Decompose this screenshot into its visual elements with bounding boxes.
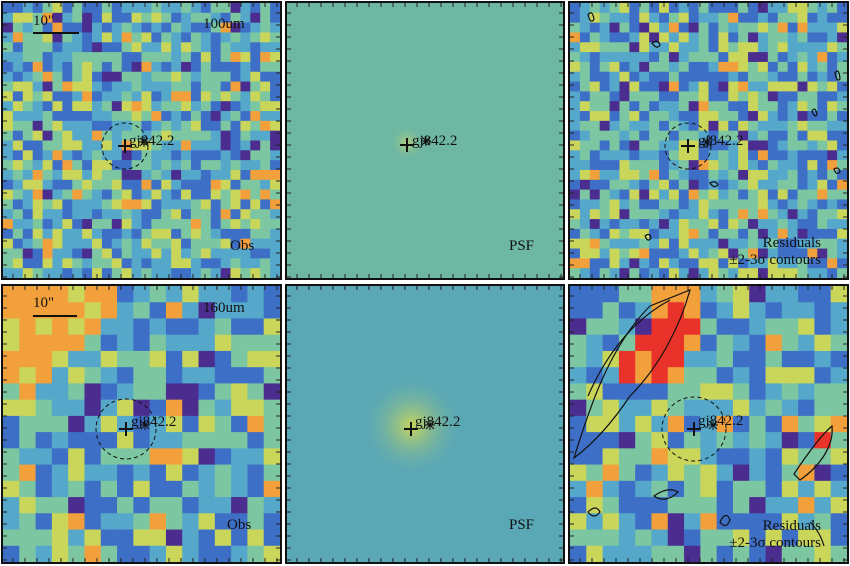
panel-bot-obs: 10" 160um gj842.2 Obs — [1, 284, 282, 564]
residual-map-100um — [570, 3, 847, 278]
band-label: 100um — [203, 16, 245, 32]
source-label: gj842.2 — [131, 414, 177, 430]
source-label: gj842.2 — [415, 414, 461, 430]
corner-label: Obs — [230, 238, 255, 254]
corner-label: Obs — [227, 517, 252, 533]
psf-model-100um — [287, 3, 563, 278]
residual-map-160um — [570, 286, 847, 562]
corner-label: PSF — [509, 238, 535, 254]
corner-label-contours: ±2-3σ contours — [729, 252, 821, 268]
source-label: gj842.2 — [698, 413, 744, 429]
corner-label: PSF — [509, 517, 535, 533]
scale-bar — [33, 32, 79, 34]
corner-label-residuals: Residuals — [762, 518, 821, 534]
scale-label: 10" — [33, 295, 55, 311]
source-label: gj842.2 — [698, 133, 744, 149]
psf-model-160um — [287, 286, 563, 562]
panel-bot-res: gj842.2 Residuals ±2-3σ contours — [568, 284, 849, 564]
band-label: 160um — [203, 300, 245, 316]
source-label: gj842.2 — [129, 133, 175, 149]
pixel-map-observed-160um — [3, 286, 280, 562]
corner-label-residuals: Residuals — [762, 235, 821, 251]
panel-top-psf: gj842.2 PSF — [285, 1, 565, 280]
corner-label-contours: ±2-3σ contours — [729, 535, 821, 551]
pixel-map-observed-100um — [3, 3, 280, 278]
scale-label: 10" — [33, 13, 55, 29]
panel-bot-psf: gj842.2 PSF — [285, 284, 565, 564]
source-label: gj842.2 — [412, 133, 458, 149]
panel-top-obs: 10" 100um gj842.2 Obs — [1, 1, 282, 280]
scale-bar — [33, 315, 77, 317]
panel-top-res: gj842.2 Residuals ±2-3σ contours — [568, 1, 849, 280]
